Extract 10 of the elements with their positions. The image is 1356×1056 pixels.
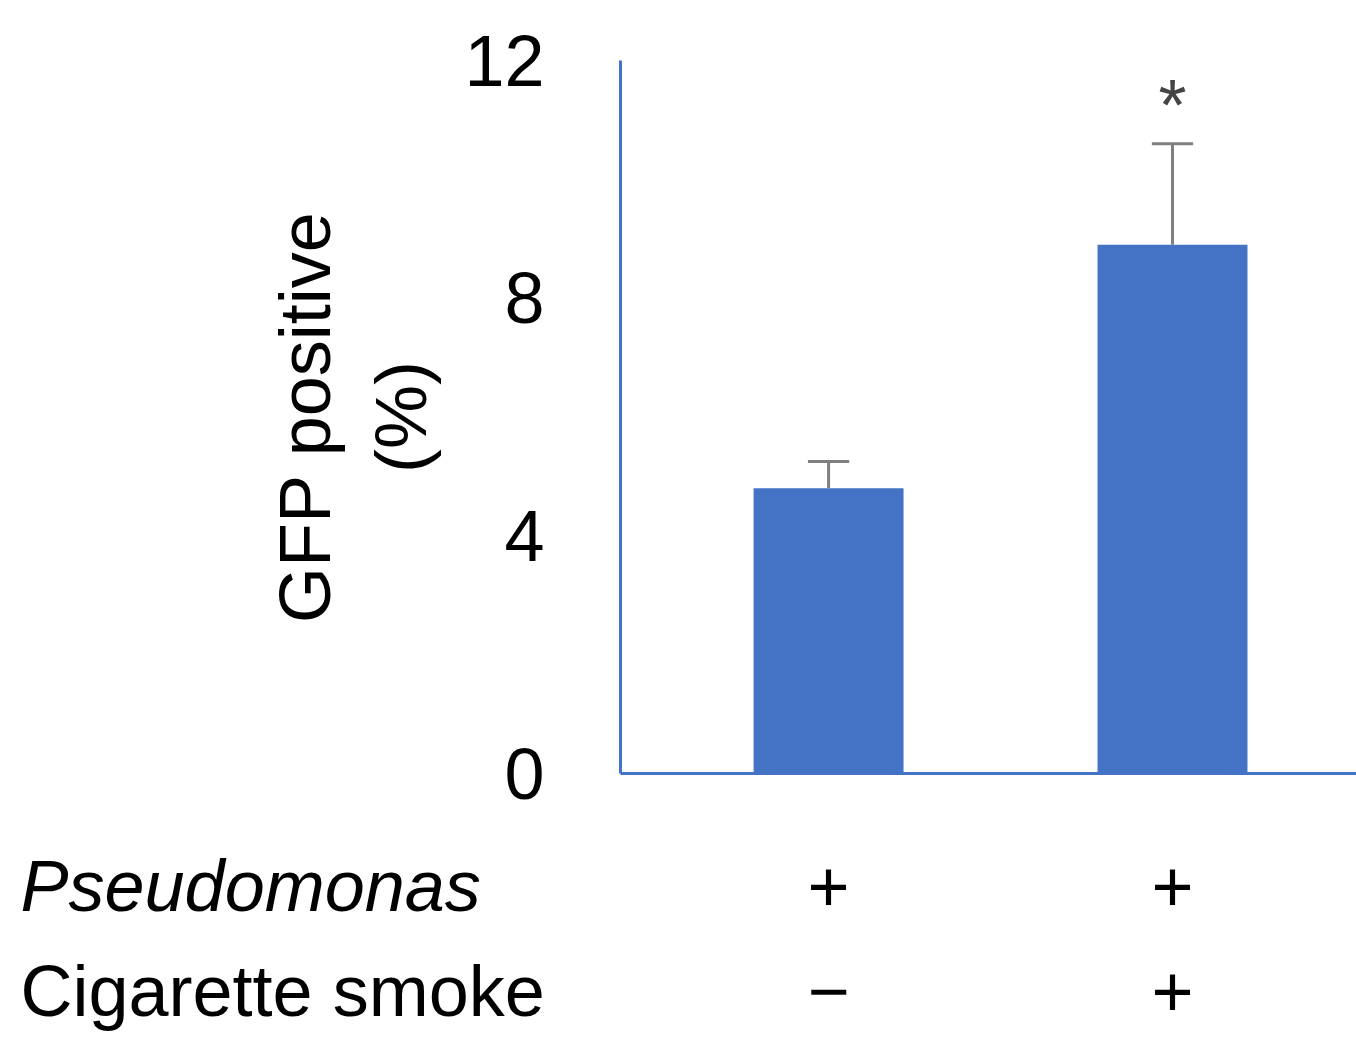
x-tick-label: + + — [1151, 845, 1194, 1031]
text: Cigarette smoke — [20, 950, 545, 1031]
y-tick-label: 4 — [504, 495, 545, 576]
x-tick-label: + − — [807, 845, 850, 1031]
annotation: * — [1158, 64, 1187, 145]
y-axis-title: GFP positive (%) — [265, 212, 442, 624]
text: Pseudomonas — [20, 845, 481, 926]
y-tick-label: 12 — [464, 20, 545, 101]
y-tick-label: 0 — [504, 733, 545, 814]
y-tick-label: 8 — [504, 258, 545, 339]
